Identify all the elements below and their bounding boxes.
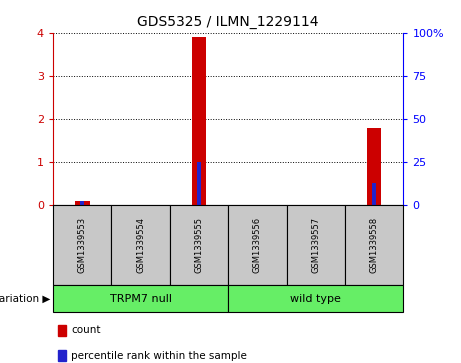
Text: TRPM7 null: TRPM7 null xyxy=(110,294,171,303)
Text: percentile rank within the sample: percentile rank within the sample xyxy=(71,351,248,361)
Text: GSM1339555: GSM1339555 xyxy=(195,217,203,273)
Text: GSM1339558: GSM1339558 xyxy=(370,217,378,273)
Bar xyxy=(75,201,89,205)
Text: GSM1339557: GSM1339557 xyxy=(311,217,320,273)
Text: GSM1339554: GSM1339554 xyxy=(136,217,145,273)
Bar xyxy=(80,201,84,205)
Text: GSM1339553: GSM1339553 xyxy=(78,217,87,273)
Bar xyxy=(197,162,201,205)
Text: GSM1339556: GSM1339556 xyxy=(253,217,262,273)
Text: wild type: wild type xyxy=(290,294,341,303)
Bar xyxy=(367,127,382,205)
Title: GDS5325 / ILMN_1229114: GDS5325 / ILMN_1229114 xyxy=(137,15,319,29)
Text: genotype/variation ▶: genotype/variation ▶ xyxy=(0,294,51,303)
Bar xyxy=(372,183,376,205)
Bar xyxy=(192,37,207,205)
Text: count: count xyxy=(71,325,101,335)
